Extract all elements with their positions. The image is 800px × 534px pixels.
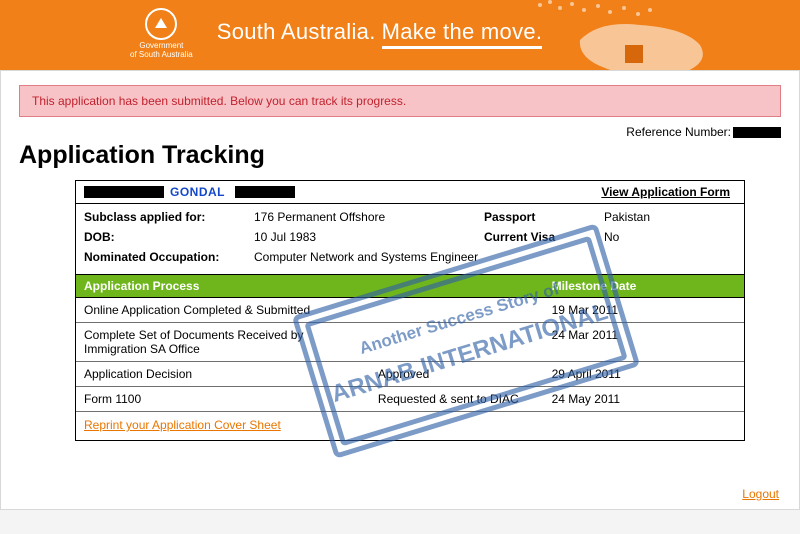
logout-link[interactable]: Logout — [742, 487, 779, 501]
tagline-part-a: South Australia. — [217, 19, 376, 45]
cell-process: Online Application Completed & Submitted — [76, 298, 370, 323]
reprint-link[interactable]: Reprint your Application Cover Sheet — [84, 418, 281, 432]
process-table-body: Online Application Completed & Submitted… — [76, 298, 744, 412]
passport-value: Pakistan — [604, 210, 736, 224]
gov-label-2: of South Australia — [130, 51, 193, 60]
cell-status — [370, 298, 544, 323]
reference-number: Reference Number: — [19, 125, 781, 139]
content-area: This application has been submitted. Bel… — [0, 70, 800, 510]
details-grid: Subclass applied for: 176 Permanent Offs… — [76, 204, 744, 274]
site-header: Government of South Australia South Aust… — [0, 0, 800, 70]
dob-value: 10 Jul 1983 — [254, 230, 484, 244]
crest-icon — [145, 8, 177, 40]
occupation-label: Nominated Occupation: — [84, 250, 254, 264]
alert-text: This application has been submitted. Bel… — [32, 94, 406, 108]
subclass-value: 176 Permanent Offshore — [254, 210, 484, 224]
table-row: Complete Set of Documents Received by Im… — [76, 323, 744, 362]
cell-status: Approved — [370, 362, 544, 387]
occupation-value: Computer Network and Systems Engineer — [254, 250, 736, 264]
cell-date: 24 May 2011 — [544, 387, 744, 412]
gov-logo: Government of South Australia — [130, 8, 193, 60]
passport-label: Passport — [484, 210, 604, 224]
view-application-link[interactable]: View Application Form — [601, 185, 736, 199]
cell-status — [370, 323, 544, 362]
cell-process: Form 1100 — [76, 387, 370, 412]
cell-process: Complete Set of Documents Received by Im… — [76, 323, 370, 362]
table-row: Online Application Completed & Submitted… — [76, 298, 744, 323]
page-title: Application Tracking — [19, 141, 781, 170]
name-redacted-2 — [235, 186, 295, 198]
cell-date: 19 Mar 2011 — [544, 298, 744, 323]
cell-date: 29 April 2011 — [544, 362, 744, 387]
reference-label: Reference Number: — [626, 125, 731, 139]
reference-redacted — [733, 127, 781, 138]
subclass-label: Subclass applied for: — [84, 210, 254, 224]
table-row: Form 1100 Requested & sent to DIAC 24 Ma… — [76, 387, 744, 412]
table-row: Application Decision Approved 29 April 2… — [76, 362, 744, 387]
application-panel: GONDAL View Application Form Subclass ap… — [75, 180, 745, 441]
dob-label: DOB: — [84, 230, 254, 244]
cell-date: 24 Mar 2011 — [544, 323, 744, 362]
name-redacted-1 — [84, 186, 164, 198]
tagline: South Australia. Make the move. — [217, 19, 543, 49]
col-process: Application Process — [76, 275, 544, 298]
cell-status: Requested & sent to DIAC — [370, 387, 544, 412]
col-milestone: Milestone Date — [544, 275, 744, 298]
visa-label: Current Visa — [484, 230, 604, 244]
applicant-row: GONDAL View Application Form — [76, 181, 744, 204]
visa-value: No — [604, 230, 736, 244]
applicant-name: GONDAL — [170, 185, 225, 199]
status-alert: This application has been submitted. Bel… — [19, 85, 781, 117]
reprint-row: Reprint your Application Cover Sheet — [76, 412, 744, 440]
tagline-part-b: Make the move. — [382, 19, 543, 49]
process-table: Application Process Milestone Date Onlin… — [76, 274, 744, 412]
cell-process: Application Decision — [76, 362, 370, 387]
